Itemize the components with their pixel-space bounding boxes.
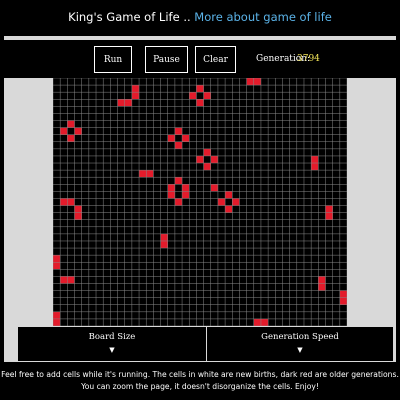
live-cell[interactable] bbox=[339, 290, 347, 298]
live-cell[interactable] bbox=[182, 184, 190, 192]
live-cell[interactable] bbox=[189, 92, 197, 100]
live-cell[interactable] bbox=[325, 205, 333, 213]
live-cell[interactable] bbox=[74, 205, 82, 213]
live-cell[interactable] bbox=[160, 233, 168, 241]
control-bar: Run Pause Clear Generation: 3794 bbox=[4, 40, 396, 78]
life-grid[interactable] bbox=[53, 78, 347, 326]
life-board[interactable] bbox=[53, 78, 347, 326]
generation-speed-label: Generation Speed bbox=[261, 332, 339, 342]
run-button[interactable]: Run bbox=[94, 46, 132, 73]
live-cell[interactable] bbox=[167, 191, 175, 199]
live-cell[interactable] bbox=[124, 99, 132, 107]
generation-label: Generation: bbox=[256, 54, 311, 64]
footer-note: Feel free to add cells while it's runnin… bbox=[0, 362, 400, 400]
live-cell[interactable] bbox=[174, 127, 183, 135]
live-cell[interactable] bbox=[196, 85, 204, 93]
live-cell[interactable] bbox=[325, 212, 333, 220]
live-cell[interactable] bbox=[196, 155, 204, 164]
live-cell[interactable] bbox=[53, 255, 61, 263]
footer-line-1: Feel free to add cells while it's runnin… bbox=[1, 370, 399, 379]
live-cell[interactable] bbox=[53, 262, 61, 270]
live-cell[interactable] bbox=[210, 155, 218, 164]
live-cell[interactable] bbox=[217, 198, 226, 206]
live-cell[interactable] bbox=[74, 127, 82, 135]
live-cell[interactable] bbox=[318, 283, 326, 291]
live-cell[interactable] bbox=[203, 92, 211, 100]
live-cell[interactable] bbox=[203, 148, 211, 156]
live-cell[interactable] bbox=[167, 184, 175, 192]
clear-button[interactable]: Clear bbox=[195, 46, 236, 73]
live-cell[interactable] bbox=[174, 141, 183, 149]
page-header: King's Game of Life .. More about game o… bbox=[0, 0, 400, 36]
live-cell[interactable] bbox=[246, 78, 254, 86]
live-cell[interactable] bbox=[232, 198, 240, 206]
live-cell[interactable] bbox=[131, 85, 140, 93]
generation-counter: 3794 bbox=[297, 54, 320, 64]
live-cell[interactable] bbox=[225, 205, 233, 213]
live-cell[interactable] bbox=[253, 78, 261, 86]
live-cell[interactable] bbox=[67, 120, 75, 128]
live-cell[interactable] bbox=[53, 318, 61, 326]
live-cell[interactable] bbox=[196, 99, 204, 107]
live-cell[interactable] bbox=[146, 170, 154, 178]
grid-lines bbox=[53, 78, 347, 326]
live-cell[interactable] bbox=[311, 155, 319, 164]
board-background bbox=[53, 78, 347, 326]
live-cell[interactable] bbox=[182, 191, 190, 199]
live-cell[interactable] bbox=[160, 240, 168, 249]
footer-line-2: You can zoom the page, it doesn't disorg… bbox=[81, 382, 319, 391]
board-size-dropdown[interactable]: Board Size ▼ bbox=[18, 327, 206, 361]
board-size-label: Board Size bbox=[88, 332, 136, 342]
live-cell[interactable] bbox=[60, 127, 68, 135]
more-about-link[interactable]: More about game of life bbox=[194, 10, 332, 24]
live-cell[interactable] bbox=[182, 134, 190, 142]
live-cell[interactable] bbox=[60, 198, 68, 206]
chevron-down-icon: ▼ bbox=[297, 346, 303, 354]
live-cell[interactable] bbox=[67, 134, 75, 142]
live-cell[interactable] bbox=[131, 92, 140, 100]
chevron-down-icon: ▼ bbox=[109, 346, 115, 354]
pause-button[interactable]: Pause bbox=[145, 46, 188, 73]
live-cell[interactable] bbox=[67, 276, 75, 284]
live-cell[interactable] bbox=[174, 177, 183, 185]
live-cell[interactable] bbox=[139, 170, 147, 178]
live-cell[interactable] bbox=[60, 276, 68, 284]
live-cell[interactable] bbox=[225, 191, 233, 199]
live-cell[interactable] bbox=[203, 163, 211, 171]
live-cell[interactable] bbox=[53, 311, 61, 319]
live-cell[interactable] bbox=[318, 276, 326, 284]
live-cell[interactable] bbox=[174, 198, 183, 206]
live-cell[interactable] bbox=[74, 212, 82, 220]
live-cell[interactable] bbox=[260, 318, 269, 326]
live-cell[interactable] bbox=[67, 198, 75, 206]
app-title: King's Game of Life bbox=[68, 10, 180, 24]
live-cell[interactable] bbox=[117, 99, 125, 107]
live-cell[interactable] bbox=[339, 297, 347, 305]
generation-speed-dropdown[interactable]: Generation Speed ▼ bbox=[207, 327, 393, 361]
live-cell[interactable] bbox=[253, 318, 261, 326]
live-cell[interactable] bbox=[167, 134, 175, 142]
live-cell[interactable] bbox=[210, 184, 218, 192]
live-cell[interactable] bbox=[311, 163, 319, 171]
title-separator: .. bbox=[183, 10, 191, 24]
